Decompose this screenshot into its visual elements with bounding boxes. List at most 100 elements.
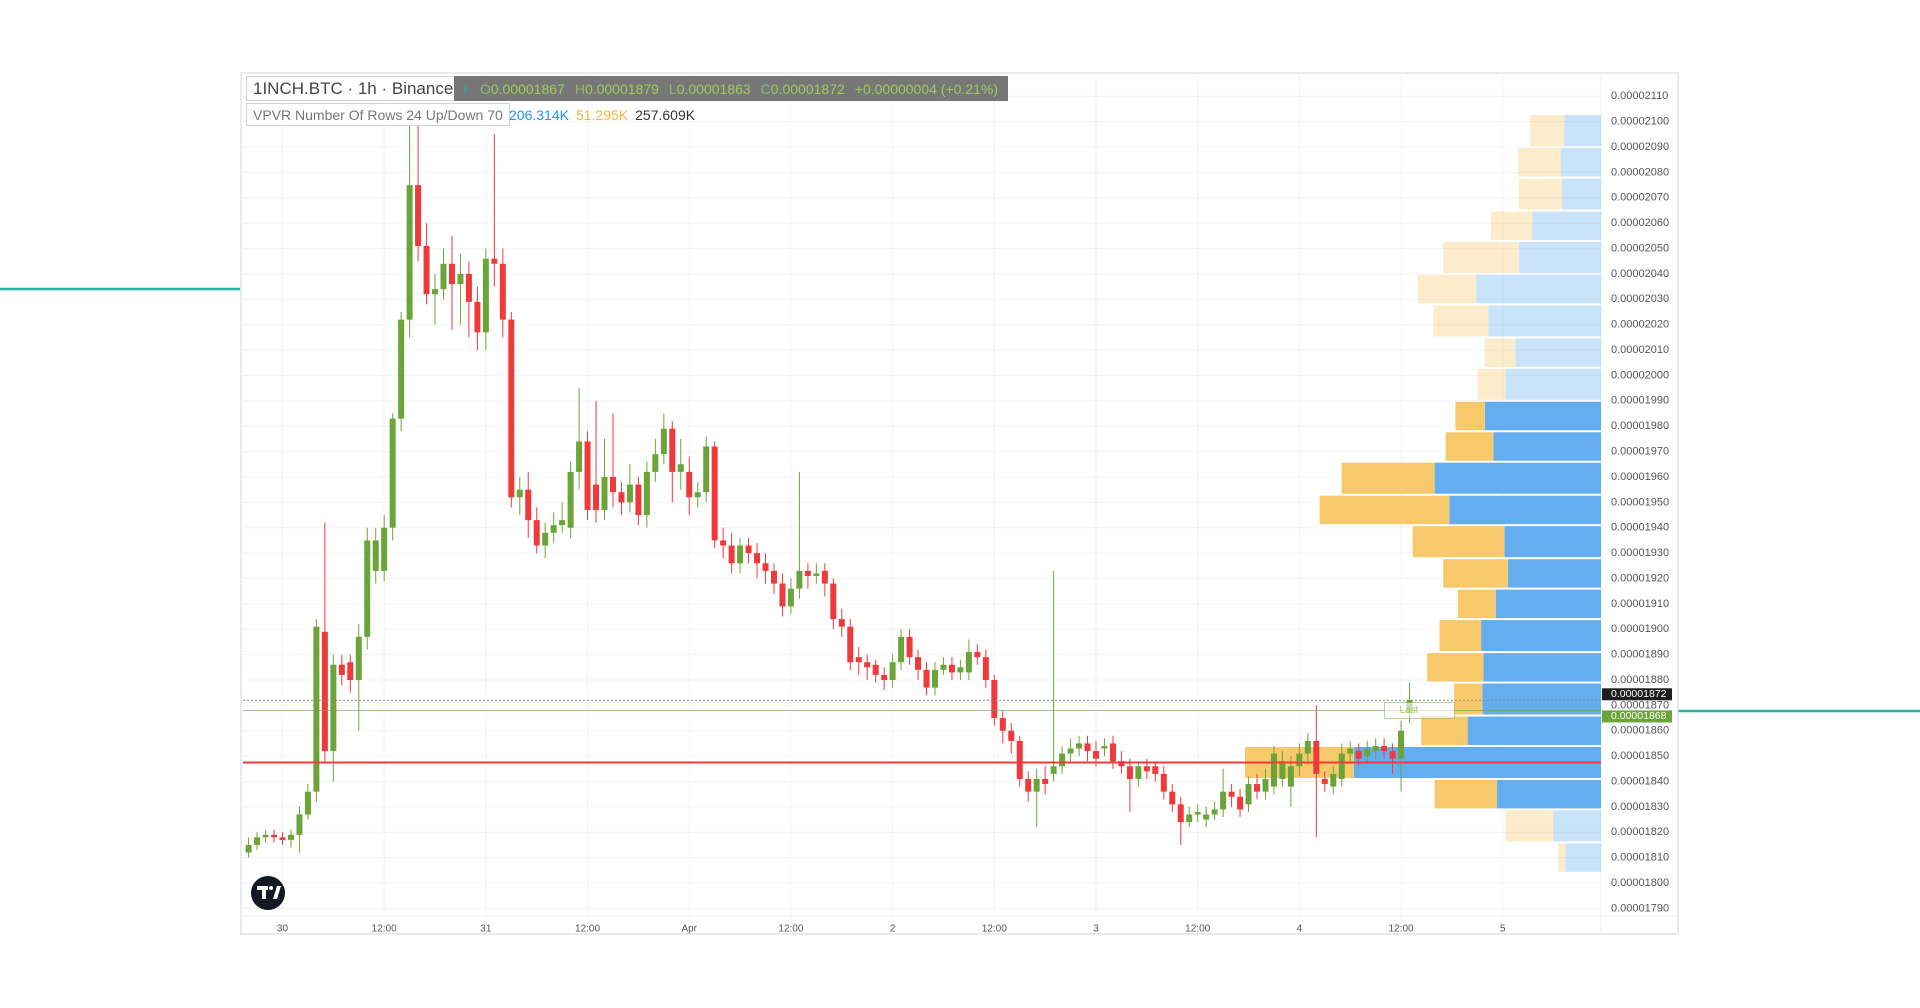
profile-down-bar xyxy=(1421,716,1468,745)
y-tick-label: 0.00001800 xyxy=(1611,877,1669,889)
ohlc-value: 0.00001863 xyxy=(676,80,751,97)
candle-body xyxy=(457,273,464,285)
x-tick-label: Apr xyxy=(681,924,697,935)
candle-body xyxy=(1160,773,1167,792)
profile-down-bar xyxy=(1433,305,1489,337)
candle-body xyxy=(1245,784,1252,805)
ohlc-item: H0.00001879 xyxy=(575,81,659,97)
candle-body xyxy=(618,492,625,503)
candle-body xyxy=(669,428,676,472)
profile-up-bar xyxy=(1564,115,1601,147)
y-tick-label: 0.00002030 xyxy=(1611,293,1669,305)
candle-body xyxy=(1042,778,1049,785)
candle-body xyxy=(991,679,998,719)
candle-body xyxy=(1381,745,1388,752)
y-tick-label: 0.00001860 xyxy=(1611,725,1669,737)
candle-body xyxy=(1118,761,1125,767)
indicator-value: 51.295K xyxy=(575,106,629,123)
candle-body xyxy=(1126,766,1133,779)
candle-body xyxy=(770,570,777,584)
candle-body xyxy=(982,657,989,680)
ohlc-letter: H xyxy=(574,80,585,97)
x-tick-label: 12:00 xyxy=(372,924,397,935)
candle-body xyxy=(593,484,600,510)
candle-body xyxy=(906,636,913,658)
candle-body xyxy=(804,570,811,576)
y-tick-label: 0.00001820 xyxy=(1611,826,1669,838)
candle-body xyxy=(1211,809,1218,815)
candle-body xyxy=(381,527,388,571)
candle-body xyxy=(931,669,938,688)
candle-body xyxy=(355,636,362,680)
candle-body xyxy=(1067,748,1074,754)
x-tick-label: 12:00 xyxy=(1389,924,1414,935)
candle-body xyxy=(660,428,667,455)
candle-body xyxy=(728,545,735,564)
profile-up-bar xyxy=(1434,462,1601,494)
candle-body xyxy=(855,657,862,663)
candle-body xyxy=(889,662,896,680)
x-tick-label: 12:00 xyxy=(575,924,600,935)
profile-up-bar xyxy=(1484,401,1601,431)
candle-body xyxy=(762,563,769,571)
y-tick-label: 0.00001850 xyxy=(1611,750,1669,762)
candle-body xyxy=(847,626,854,663)
y-tick-label: 0.00002080 xyxy=(1611,166,1669,178)
y-tick-label: 0.00001790 xyxy=(1611,902,1669,914)
candle-body xyxy=(1076,743,1083,749)
candle-body xyxy=(304,791,311,815)
candle-body xyxy=(491,258,498,264)
profile-down-bar xyxy=(1434,779,1498,809)
candle-body xyxy=(813,573,820,576)
candle-body xyxy=(864,662,871,668)
last-marker-box xyxy=(1384,701,1456,719)
candle-body xyxy=(745,545,752,554)
profile-up-bar xyxy=(1560,148,1601,177)
profile-up-bar xyxy=(1504,526,1601,558)
last-marker-label: Last xyxy=(1400,705,1419,716)
status-dot xyxy=(464,84,466,93)
price-label: 0.00001868 xyxy=(1611,710,1667,722)
candle-body xyxy=(957,667,964,673)
candle-body xyxy=(406,185,413,320)
candle-body xyxy=(499,263,506,320)
candle-body xyxy=(508,319,515,498)
volume-profile xyxy=(1245,115,1601,872)
candle-body xyxy=(1152,766,1159,774)
candle-body xyxy=(779,583,786,607)
candle-body xyxy=(1254,784,1261,792)
profile-up-bar xyxy=(1505,368,1601,400)
candles xyxy=(245,124,1413,858)
y-tick-label: 0.00002100 xyxy=(1611,116,1669,128)
candle-body xyxy=(1287,766,1294,787)
candle-body xyxy=(372,540,379,571)
profile-up-bar xyxy=(1481,620,1601,652)
candle-body xyxy=(703,446,710,493)
profile-up-bar xyxy=(1532,211,1601,240)
candle-body xyxy=(448,263,455,285)
y-tick-label: 0.00002110 xyxy=(1611,90,1668,102)
y-tick-label: 0.00001840 xyxy=(1611,775,1669,787)
candle-body xyxy=(474,301,481,333)
ohlc-item: C0.00001872 xyxy=(761,81,845,97)
profile-up-bar xyxy=(1483,653,1601,682)
candle-body xyxy=(321,631,328,752)
x-tick-label: 31 xyxy=(480,924,492,935)
candle-body xyxy=(1101,745,1108,749)
change-value: +0.00000004 (+0.21%) xyxy=(854,80,998,97)
candle-body xyxy=(872,664,879,675)
x-tick-label: 12:00 xyxy=(1185,924,1210,935)
candle-body xyxy=(1321,778,1328,785)
candle-body xyxy=(542,532,549,546)
profile-down-bar xyxy=(1530,115,1565,147)
y-tick-label: 0.00001970 xyxy=(1611,445,1669,457)
profile-up-bar xyxy=(1449,495,1601,525)
candle-body xyxy=(1355,751,1362,759)
candle-body xyxy=(1169,791,1176,805)
candle-body xyxy=(686,471,693,498)
y-tick-label: 0.00002040 xyxy=(1611,268,1669,280)
profile-down-bar xyxy=(1439,620,1482,652)
candle-body xyxy=(1372,745,1379,752)
candle-body xyxy=(915,657,922,670)
